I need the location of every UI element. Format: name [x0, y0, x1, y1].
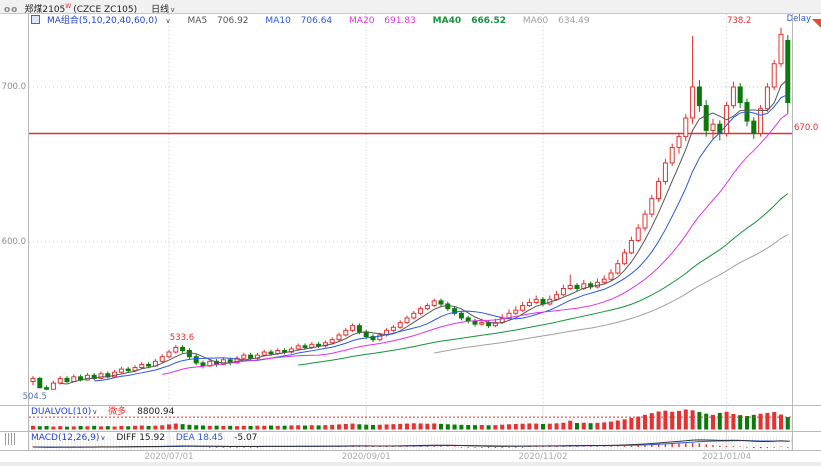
contract-code: (CZCE ZC105) [73, 5, 138, 15]
volume-panel-canvas[interactable] [29, 406, 792, 431]
ma20-readout: MA20 691.83 [349, 16, 416, 26]
x-axis-label-jul: 2020/07/01 [144, 452, 194, 462]
volume-panel-hatch [29, 418, 792, 431]
bottom-edge [0, 462, 821, 466]
high-price-label: 738.2 [727, 15, 752, 26]
app-logo-icon: oo [4, 5, 19, 15]
volume-side-label: 微多 [108, 407, 127, 417]
y-axis-label-600: 600.0 [1, 237, 26, 247]
macd-bar-readout: -5.07 [234, 433, 258, 443]
x-axis-divider [0, 450, 821, 451]
macd-diff-readout: DIFF 15.92 [116, 433, 165, 443]
volume-panel-label-row: DUALVOL(10)∨ 微多 8800.94 [31, 407, 174, 418]
ma-group-selector[interactable]: MA组合(5,10,20,40,60,0) ∨ [47, 16, 171, 26]
title-bar: oo 郑煤2105W (CZCE ZC105) 日线∨ [0, 0, 821, 15]
pane-resize-grip-icon[interactable] [5, 433, 16, 445]
chevron-down-icon: ∨ [170, 6, 176, 14]
chevron-down-icon: ∨ [165, 17, 171, 25]
contract-title: 郑煤2105W [24, 3, 72, 15]
y-axis-label-700: 700.0 [1, 82, 26, 92]
macd-panel-divider[interactable] [0, 431, 821, 432]
volume-value: 8800.94 [137, 407, 175, 417]
x-axis-label-sep: 2020/09/01 [341, 452, 391, 462]
level-line-price-label: 670.0 [794, 122, 819, 133]
macd-dea-readout: DEA 18.45 [175, 433, 224, 443]
ma40-readout: MA40 666.52 [432, 16, 506, 26]
macd-panel-canvas[interactable] [29, 432, 792, 451]
low-price-label: 504.5 [22, 392, 47, 403]
x-axis-label-jan: 2021/01/04 [702, 452, 752, 462]
swing-high-label: 533.6 [169, 332, 195, 343]
indicator-settings-icon[interactable] [31, 15, 40, 24]
corner-marker-icon [812, 19, 821, 28]
plot-right-border [792, 14, 793, 450]
macd-indicator-selector[interactable]: MACD(12,26,9)∨ [31, 433, 106, 443]
main-candlestick-canvas[interactable] [29, 14, 792, 405]
delay-status-label: Delay [786, 14, 811, 24]
plot-left-border [28, 14, 29, 450]
volume-panel-divider[interactable] [0, 405, 821, 406]
macd-panel-label-row: MACD(12,26,9)∨ DIFF 15.92 DEA 18.45 -5.0… [31, 433, 257, 444]
period-selector[interactable]: 日线∨ [151, 5, 176, 15]
ma60-readout: MA60 634.49 [522, 16, 590, 26]
chevron-down-icon: ∨ [92, 408, 98, 416]
ma-indicator-row: MA组合(5,10,20,40,60,0) ∨ MA5 706.92 MA10 7… [31, 15, 604, 26]
ma5-readout: MA5 706.92 [187, 16, 249, 26]
chevron-down-icon: ∨ [100, 434, 106, 442]
contract-flag: W [65, 3, 72, 10]
ma10-readout: MA10 706.64 [265, 16, 333, 26]
x-axis-label-nov: 2020/11/02 [518, 452, 568, 462]
volume-indicator-selector[interactable]: DUALVOL(10)∨ [31, 407, 98, 417]
